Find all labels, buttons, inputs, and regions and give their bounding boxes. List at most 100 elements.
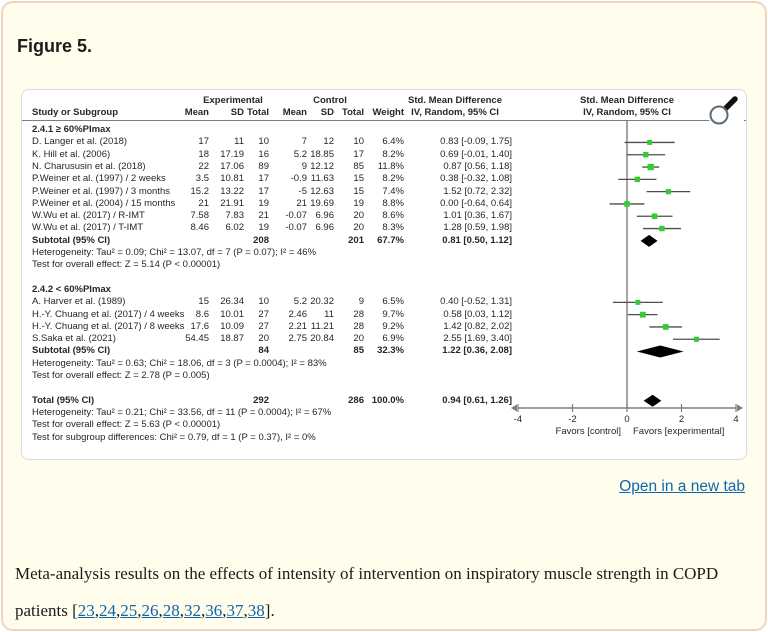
sd-ctl: 20.32 xyxy=(310,296,334,308)
col-header-experimental: Experimental xyxy=(203,95,263,106)
row-text: Test for overall effect: Z = 5.63 (P < 0… xyxy=(32,419,221,431)
group-header-row: 2.4.1 ≥ 60%PImax xyxy=(22,124,746,136)
total-ctl: 17 xyxy=(353,148,364,160)
weight: 8.2% xyxy=(382,173,404,185)
mean-exp: 54.45 xyxy=(185,333,209,345)
total-exp: 20 xyxy=(258,333,269,345)
col-header-mean-exp: Mean xyxy=(184,107,209,118)
mean-exp: 15 xyxy=(198,296,209,308)
group-header-row: 2.4.2 < 60%PImax xyxy=(22,284,746,296)
study-row: W.Wu et al. (2017) / T-IMT 8.46 6.02 19 -0.0… xyxy=(22,222,746,234)
total-exp: 84 xyxy=(258,345,269,357)
note-row: Heterogeneity: Tau² = 0.63; Chi² = 18.06… xyxy=(22,358,746,370)
study-label: H.-Y. Chuang et al. (2017) / 8 weeks xyxy=(32,320,185,332)
sd-ctl: 12.12 xyxy=(310,160,334,172)
row-text: Test for overall effect: Z = 2.78 (P = 0… xyxy=(32,370,210,381)
col-header-sd-exp: SD xyxy=(230,107,244,118)
study-label: W.Wu et al. (2017) / T-IMT xyxy=(32,222,144,234)
total-exp: 16 xyxy=(258,148,269,160)
col-header-sd-ctl: SD xyxy=(320,107,334,118)
study-row: W.Wu et al. (2017) / R-IMT 7.58 7.83 21 -0.0… xyxy=(22,210,746,222)
sd-ctl: 12 xyxy=(323,136,334,148)
study-row: H.-Y. Chuang et al. (2017) / 4 weeks 8.6 1… xyxy=(22,309,746,321)
weight: 8.3% xyxy=(382,222,404,234)
mean-ctl: 7 xyxy=(301,136,307,148)
row-text: Heterogeneity: Tau² = 0.63; Chi² = 18.06… xyxy=(32,357,327,369)
row-text: Test for overall effect: Z = 5.14 (P < 0… xyxy=(32,259,221,271)
caption-ref-link[interactable]: 32 xyxy=(184,601,202,620)
weight: 6.4% xyxy=(382,136,404,148)
study-label: A. Harver et al. (1989) xyxy=(32,296,126,308)
caption-ref-link[interactable]: 38 xyxy=(247,601,265,620)
ci-text: 0.87 [0.56, 1.18] xyxy=(443,160,512,172)
mean-exp: 17.6 xyxy=(190,320,210,332)
caption-ref-link[interactable]: 26 xyxy=(141,601,159,620)
study-row: K. Hill et al. (2006) 18 17.19 16 5.2 18.85 17… xyxy=(22,149,746,161)
note-row: Test for overall effect: Z = 5.63 (P < 0… xyxy=(22,419,746,431)
caption-ref-link[interactable]: 24 xyxy=(99,601,117,620)
caption-ref-link[interactable]: 36 xyxy=(205,601,223,620)
mean-exp: 22 xyxy=(198,160,209,172)
ci-text: 1.22 [0.36, 2.08] xyxy=(442,345,512,357)
sd-exp: 13.22 xyxy=(220,185,244,197)
sd-ctl: 11.21 xyxy=(310,320,334,332)
figure-caption: Meta-analysis results on the effects of … xyxy=(15,555,760,629)
figure-title: Figure 5. xyxy=(17,36,93,56)
mean-ctl: -0.9 xyxy=(290,173,307,185)
study-label: P.Weiner et al. (2004) / 15 months xyxy=(32,197,176,209)
ci-text: 0.58 [0.03, 1.12] xyxy=(443,308,512,320)
sd-exp: 18.87 xyxy=(220,333,244,345)
study-row: A. Harver et al. (1989) 15 26.34 10 5.2 20.32… xyxy=(22,296,746,308)
mean-ctl: 9 xyxy=(301,160,307,172)
weight: 8.6% xyxy=(382,210,404,222)
study-label: D. Langer et al. (2018) xyxy=(32,136,128,148)
plot-header-smd: Std. Mean Difference xyxy=(580,95,674,106)
mean-ctl: 5.2 xyxy=(293,296,307,308)
caption-ref-link[interactable]: 25 xyxy=(120,601,138,620)
total-exp: 10 xyxy=(258,296,269,308)
study-row: P.Weiner et al. (2004) / 15 months 21 21.9… xyxy=(22,198,746,210)
spacer-row xyxy=(22,382,746,394)
col-header-smd: Std. Mean Difference xyxy=(408,95,502,106)
study-label: N. Charususin et al. (2018) xyxy=(32,160,146,172)
sd-exp: 6.02 xyxy=(225,222,245,234)
total-exp: 10 xyxy=(258,136,269,148)
ci-text: 1.52 [0.72, 2.32] xyxy=(443,185,512,197)
study-row: N. Charususin et al. (2018) 22 17.06 89 9 12.… xyxy=(22,161,746,173)
total-ctl: 9 xyxy=(358,296,364,308)
study-label: Subtotal (95% CI) xyxy=(32,345,111,357)
ci-text: 0.38 [-0.32, 1.08] xyxy=(440,173,512,185)
sd-ctl: 20.84 xyxy=(310,333,334,345)
sd-ctl: 6.96 xyxy=(315,222,335,234)
sd-exp: 10.09 xyxy=(220,320,244,332)
figure-panel[interactable]: Experimental Control Std. Mean Differenc… xyxy=(21,89,747,460)
mean-ctl: -0.07 xyxy=(285,222,307,234)
weight: 100.0% xyxy=(371,394,404,406)
total-exp: 27 xyxy=(258,308,269,320)
weight: 6.9% xyxy=(382,333,404,345)
ci-text: 1.42 [0.82, 2.02] xyxy=(443,320,512,332)
note-row: Heterogeneity: Tau² = 0.21; Chi² = 33.56… xyxy=(22,407,746,419)
note-row: Test for subgroup differences: Chi² = 0.… xyxy=(22,432,746,444)
open-row: Open in a new tab xyxy=(619,478,745,496)
sd-ctl: 11.63 xyxy=(310,173,334,185)
weight: 67.7% xyxy=(377,234,404,246)
caption-ref-link[interactable]: 28 xyxy=(162,601,180,620)
study-label: K. Hill et al. (2006) xyxy=(32,148,111,160)
caption-ref-link[interactable]: 37 xyxy=(226,601,244,620)
mean-exp: 3.5 xyxy=(195,173,209,185)
open-in-new-tab-link[interactable]: Open in a new tab xyxy=(619,478,745,495)
col-header-total-exp: Total xyxy=(247,107,269,118)
caption-ref-link[interactable]: 23 xyxy=(77,601,95,620)
study-label: P.Weiner et al. (1997) / 3 months xyxy=(32,185,171,197)
ci-text: 1.01 [0.36, 1.67] xyxy=(443,210,512,222)
weight: 11.8% xyxy=(377,160,404,172)
row-text: Test for subgroup differences: Chi² = 0.… xyxy=(32,431,316,443)
total-ctl: 20 xyxy=(353,222,364,234)
magnifier-badge[interactable] xyxy=(704,92,744,132)
sd-ctl: 19.69 xyxy=(310,197,334,209)
total-exp: 17 xyxy=(258,185,269,197)
ci-text: 0.69 [-0.01, 1.40] xyxy=(440,148,512,160)
col-header-study: Study or Subgroup xyxy=(32,107,119,118)
sd-exp: 26.34 xyxy=(220,296,244,308)
